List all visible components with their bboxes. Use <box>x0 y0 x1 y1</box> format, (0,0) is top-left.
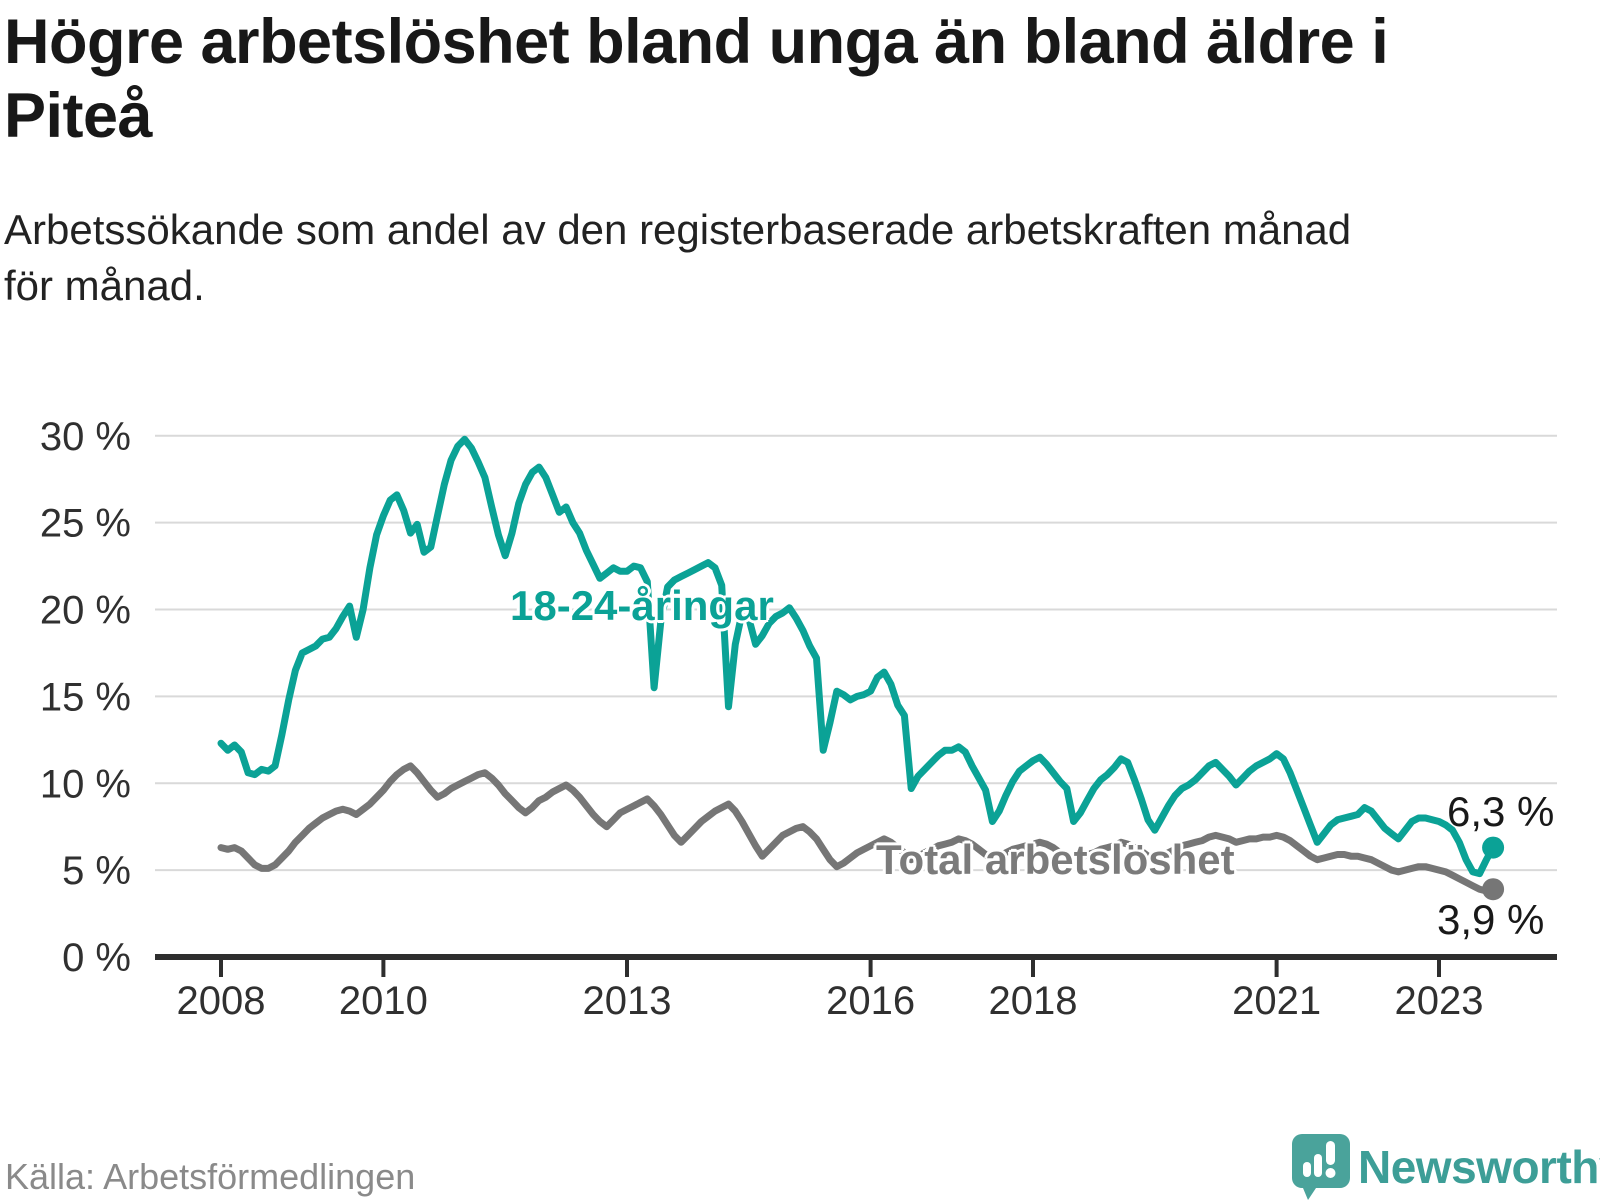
end-value-youth: 6,3 % <box>1447 788 1555 835</box>
y-axis-label: 25 % <box>40 502 131 546</box>
logo-bar-small <box>1303 1162 1311 1177</box>
logo-bar-medium <box>1314 1154 1322 1177</box>
y-axis-label: 30 % <box>40 415 131 459</box>
newsworthy-logo: Newsworthy <box>1288 1132 1600 1200</box>
chart-subtitle: Arbetssökande som andel av den registerb… <box>4 206 1352 309</box>
x-axis-label: 2023 <box>1395 979 1484 1023</box>
y-axis-label: 20 % <box>40 589 131 633</box>
y-axis-label: 0 % <box>62 936 131 980</box>
y-axis-label: 10 % <box>40 762 131 806</box>
series-path-total-arbetslöshet <box>217 762 1497 895</box>
y-axis-label: 15 % <box>40 675 131 719</box>
x-axis-label: 2016 <box>826 979 915 1023</box>
logo-exclamation-bar <box>1326 1141 1335 1165</box>
x-axis-label: 2021 <box>1232 979 1321 1023</box>
x-axis-label: 2013 <box>583 979 672 1023</box>
x-axis-label: 2010 <box>339 979 428 1023</box>
series-path-18-24-åringar <box>217 435 1497 878</box>
newsworthy-icon <box>1292 1134 1350 1200</box>
end-dot-18-24-åringar <box>1482 836 1505 859</box>
newsworthy-wordmark: Newsworthy <box>1358 1141 1600 1193</box>
end-dot-total-arbetslöshet <box>1482 878 1505 901</box>
x-axis-label: 2008 <box>177 979 266 1023</box>
logo-exclamation-dot <box>1325 1168 1336 1178</box>
series-label-youth: 18-24-åringar <box>510 582 774 629</box>
x-axis-label: 2018 <box>989 979 1078 1023</box>
page-title: Högre arbetslöshet bland unga än bland ä… <box>4 7 1389 151</box>
end-value-total: 3,9 % <box>1437 896 1545 943</box>
series-label-total: Total arbetslöshet <box>876 836 1235 883</box>
source-note: Källa: Arbetsförmedlingen <box>5 1156 416 1197</box>
y-axis-label: 5 % <box>62 849 131 893</box>
